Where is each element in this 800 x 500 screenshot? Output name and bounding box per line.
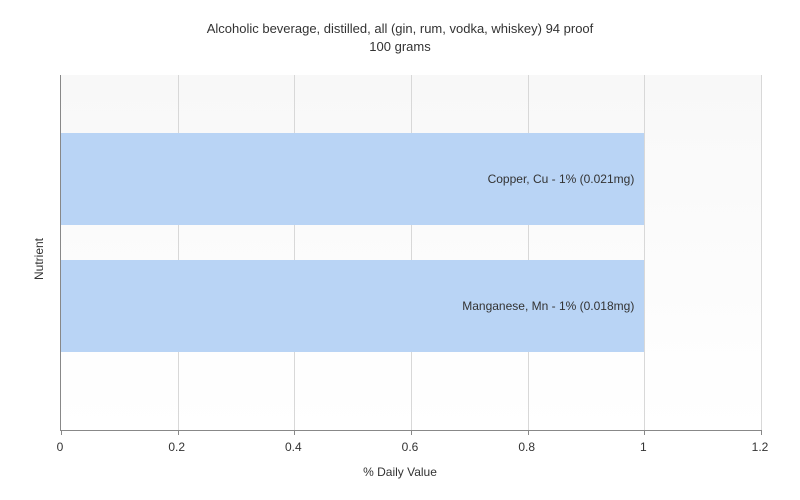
gridline: [761, 75, 762, 430]
x-tick-mark: [528, 430, 529, 435]
x-tick-mark: [61, 430, 62, 435]
title-line-1: Alcoholic beverage, distilled, all (gin,…: [0, 20, 800, 38]
x-tick-label: 0.2: [168, 440, 185, 454]
title-line-2: 100 grams: [0, 38, 800, 56]
x-tick-mark: [294, 430, 295, 435]
bar-label: Manganese, Mn - 1% (0.018mg): [462, 299, 634, 313]
x-tick-mark: [644, 430, 645, 435]
x-tick-label: 1: [640, 440, 647, 454]
chart-title: Alcoholic beverage, distilled, all (gin,…: [0, 0, 800, 56]
chart-container: Alcoholic beverage, distilled, all (gin,…: [0, 0, 800, 500]
gridline: [178, 75, 179, 430]
gridline: [644, 75, 645, 430]
gridline: [294, 75, 295, 430]
x-tick-label: 0.8: [518, 440, 535, 454]
bar-label: Copper, Cu - 1% (0.021mg): [488, 172, 635, 186]
x-tick-label: 0.6: [402, 440, 419, 454]
bar: Manganese, Mn - 1% (0.018mg): [61, 260, 644, 352]
gridline: [411, 75, 412, 430]
x-tick-label: 0.4: [285, 440, 302, 454]
x-tick-label: 0: [57, 440, 64, 454]
x-tick-mark: [761, 430, 762, 435]
x-tick-label: 1.2: [752, 440, 769, 454]
gridline: [528, 75, 529, 430]
x-tick-mark: [411, 430, 412, 435]
plot-area: Copper, Cu - 1% (0.021mg) Manganese, Mn -…: [60, 75, 761, 431]
x-tick-mark: [178, 430, 179, 435]
y-axis-title: Nutrient: [32, 238, 46, 280]
bar: Copper, Cu - 1% (0.021mg): [61, 133, 644, 225]
x-axis-title: % Daily Value: [363, 465, 437, 479]
